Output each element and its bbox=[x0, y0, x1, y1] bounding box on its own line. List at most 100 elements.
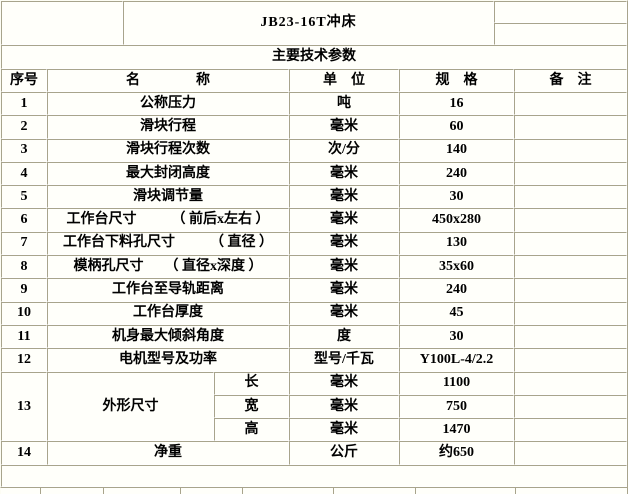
sliver-cell bbox=[1, 487, 41, 494]
row-spec: 130 bbox=[399, 231, 515, 256]
row-unit: 度 bbox=[289, 324, 399, 349]
dimension-row: 高 毫米 1470 bbox=[1, 418, 628, 442]
row-remark bbox=[514, 348, 628, 372]
row-name: 机身最大倾斜角度 bbox=[47, 324, 289, 349]
column-header-row: 序号 名 称 单 位 规 格 备 注 bbox=[1, 69, 628, 92]
row-no: 1 bbox=[1, 92, 47, 116]
row-spec: 16 bbox=[399, 92, 515, 116]
dimension-row: 13 外形尺寸 长 毫米 1100 bbox=[1, 371, 628, 442]
row-no: 8 bbox=[1, 255, 47, 279]
sliver-cell bbox=[41, 487, 104, 494]
spec-row: 5 滑块调节量 毫米 30 bbox=[1, 185, 628, 209]
row-spec: 240 bbox=[399, 161, 515, 186]
row-remark bbox=[514, 161, 628, 186]
title-right-bottom-cell bbox=[494, 23, 628, 45]
row-spec: 240 bbox=[399, 278, 515, 302]
row-name: 净重 bbox=[47, 441, 289, 465]
row-no: 4 bbox=[1, 161, 47, 186]
row-name: 工作台厚度 bbox=[47, 301, 289, 325]
spec-row: 14 净重 公斤 约650 bbox=[1, 441, 628, 465]
title-row-2 bbox=[1, 23, 628, 45]
row-unit: 毫米 bbox=[289, 301, 399, 325]
row-unit: 型号/千瓦 bbox=[289, 348, 399, 372]
spec-row: 9 工作台至导轨距离 毫米 240 bbox=[1, 278, 628, 302]
col-header-name: 名 称 bbox=[47, 69, 289, 92]
row-spec: 750 bbox=[399, 394, 515, 419]
spec-row: 10 工作台厚度 毫米 45 bbox=[1, 301, 628, 325]
row-name: 外形尺寸 bbox=[47, 371, 214, 442]
row-remark bbox=[514, 185, 628, 209]
row-no: 13 bbox=[1, 371, 47, 442]
cropped-next-table-sliver bbox=[0, 486, 628, 494]
row-spec: 45 bbox=[399, 301, 515, 325]
title-row: JB23-16T冲床 bbox=[1, 1, 628, 45]
col-header-remark: 备 注 bbox=[514, 69, 628, 92]
row-remark bbox=[514, 255, 628, 279]
sliver-cell bbox=[334, 487, 416, 494]
row-unit: 毫米 bbox=[289, 231, 399, 256]
col-header-no: 序号 bbox=[1, 69, 47, 92]
row-remark bbox=[514, 301, 628, 325]
row-unit: 次/分 bbox=[289, 138, 399, 162]
row-unit: 公斤 bbox=[289, 441, 399, 465]
row-remark bbox=[514, 278, 628, 302]
dim-label: 长 bbox=[214, 371, 289, 395]
row-spec: 35x60 bbox=[399, 255, 515, 279]
row-remark bbox=[514, 371, 628, 395]
row-name: 公称压力 bbox=[47, 92, 289, 116]
row-remark bbox=[514, 138, 628, 162]
row-remark bbox=[514, 418, 628, 442]
row-no: 14 bbox=[1, 441, 47, 465]
row-name: 电机型号及功率 bbox=[47, 348, 289, 372]
row-name: 工作台至导轨距离 bbox=[47, 278, 289, 302]
row-spec: 约650 bbox=[399, 441, 515, 465]
spec-row: 11 机身最大倾斜角度 度 30 bbox=[1, 324, 628, 349]
row-unit: 毫米 bbox=[289, 185, 399, 209]
row-remark bbox=[514, 394, 628, 419]
row-name: 滑块行程次数 bbox=[47, 138, 289, 162]
empty-cell bbox=[1, 464, 628, 487]
title-left-blank-cell bbox=[1, 1, 123, 45]
row-spec: 30 bbox=[399, 185, 515, 209]
row-no: 7 bbox=[1, 231, 47, 256]
empty-row bbox=[1, 464, 628, 487]
row-spec: Y100L-4/2.2 bbox=[399, 348, 515, 372]
row-name: 滑块行程 bbox=[47, 115, 289, 139]
row-remark bbox=[514, 208, 628, 232]
spec-row: 2 滑块行程 毫米 60 bbox=[1, 115, 628, 139]
row-name: 滑块调节量 bbox=[47, 185, 289, 209]
col-header-unit: 单 位 bbox=[289, 69, 399, 92]
spec-row: 1 公称压力 吨 16 bbox=[1, 92, 628, 116]
col-header-spec: 规 格 bbox=[399, 69, 515, 92]
row-unit: 吨 bbox=[289, 92, 399, 116]
spec-row: 6 工作台尺寸 （ 前后x左右 ） 毫米 450x280 bbox=[1, 208, 628, 232]
row-unit: 毫米 bbox=[289, 394, 399, 419]
spec-row: 3 滑块行程次数 次/分 140 bbox=[1, 138, 628, 162]
title-right-top-cell bbox=[494, 1, 628, 23]
row-name: 模柄孔尺寸 （ 直径x深度 ） bbox=[47, 255, 289, 279]
section-title-row: 主要技术参数 bbox=[1, 45, 628, 69]
row-spec: 60 bbox=[399, 115, 515, 139]
row-spec: 1470 bbox=[399, 418, 515, 442]
row-unit: 毫米 bbox=[289, 115, 399, 139]
row-no: 6 bbox=[1, 208, 47, 232]
row-name: 最大封闭高度 bbox=[47, 161, 289, 186]
row-remark bbox=[514, 231, 628, 256]
row-name: 工作台下料孔尺寸 （ 直径 ） bbox=[47, 231, 289, 256]
row-no: 5 bbox=[1, 185, 47, 209]
row-unit: 毫米 bbox=[289, 278, 399, 302]
spec-row: 7 工作台下料孔尺寸 （ 直径 ） 毫米 130 bbox=[1, 231, 628, 256]
sliver-cell bbox=[516, 488, 627, 494]
row-remark bbox=[514, 324, 628, 349]
dim-label: 宽 bbox=[214, 394, 289, 419]
row-no: 10 bbox=[1, 301, 47, 325]
row-unit: 毫米 bbox=[289, 161, 399, 186]
sliver-cell bbox=[416, 487, 516, 494]
row-spec: 450x280 bbox=[399, 208, 515, 232]
row-unit: 毫米 bbox=[289, 255, 399, 279]
row-name: 工作台尺寸 （ 前后x左右 ） bbox=[47, 208, 289, 232]
row-spec: 30 bbox=[399, 324, 515, 349]
row-remark bbox=[514, 115, 628, 139]
